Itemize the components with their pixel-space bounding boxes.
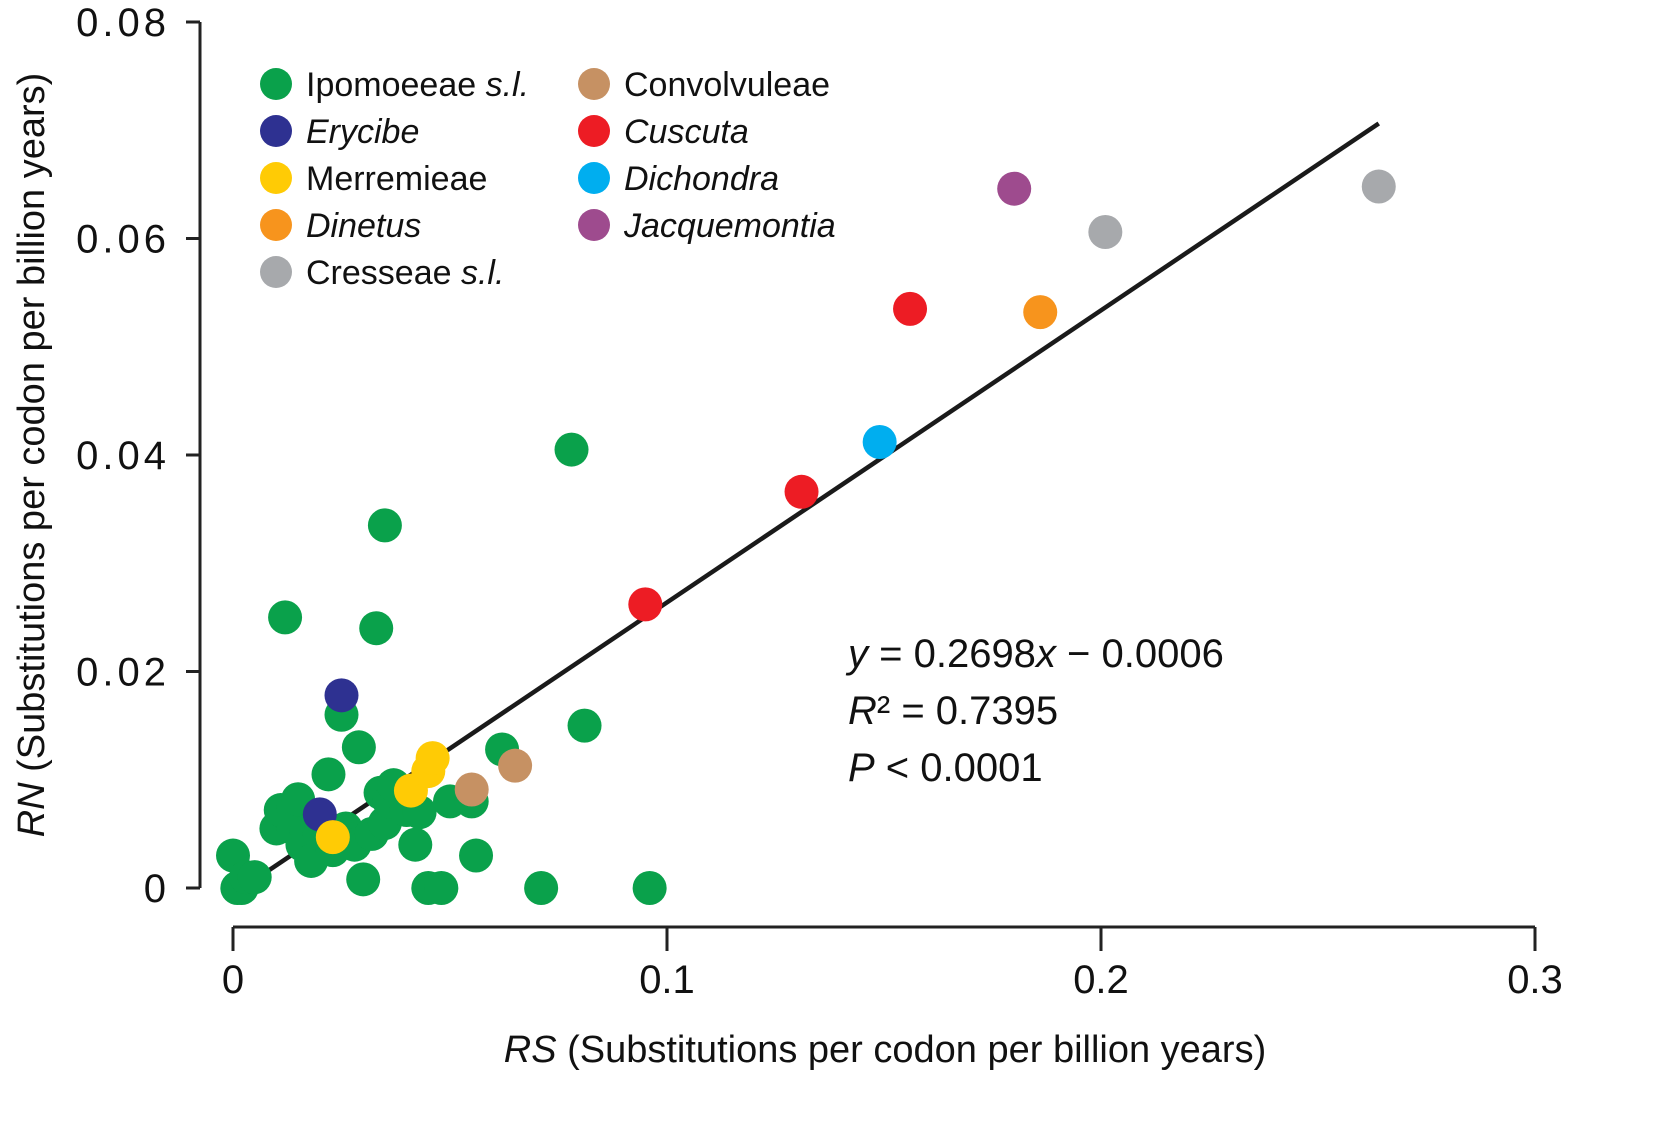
x-tick-label-0: 0	[222, 958, 244, 1002]
legend-name-ipomoeeae: Ipomoeeae	[306, 66, 476, 104]
y-tick-label-2: 0.04	[76, 434, 170, 478]
data-points	[216, 169, 1396, 905]
point-dinetus-0	[1023, 295, 1058, 330]
point-cuscuta-1	[784, 474, 819, 509]
x-tick-label-2: 0.2	[1073, 958, 1129, 1002]
equation-text: y = 0.2698x − 0.0006	[845, 632, 1224, 676]
x-ticks: 0 0.1 0.2 0.3	[222, 927, 1563, 1002]
x-tick-label-1: 0.1	[639, 958, 695, 1002]
legend-name-cuscuta: Cuscuta	[624, 113, 749, 151]
point-ipomoeeae-34	[424, 871, 459, 905]
legend-suffix-ipomoeeae: s.l.	[476, 66, 529, 104]
p-p: P	[848, 746, 875, 790]
r2-value: ² = 0.7395	[877, 689, 1058, 733]
y-axis-title: RN (Substitutions per codon per billion …	[11, 73, 53, 838]
legend-label-jacquemontia: Jacquemontia	[623, 207, 836, 245]
point-ipomoeeae-40	[554, 432, 589, 467]
point-cresseae-0	[1088, 215, 1123, 250]
point-convolvuleae-0	[454, 772, 489, 807]
x-axis-title-rest: (Substitutions per codon per billion yea…	[557, 1029, 1267, 1071]
x-axis-title-italic: RS	[504, 1029, 557, 1071]
eq-x: x	[1034, 632, 1058, 676]
point-cuscuta-0	[628, 587, 663, 622]
legend-name-erycibe: Erycibe	[306, 113, 419, 151]
legend-marker-cuscuta	[578, 115, 610, 147]
point-ipomoeeae-24	[359, 611, 394, 646]
y-axis-title-rest: (Substitutions per codon per billion yea…	[11, 73, 53, 783]
point-convolvuleae-1	[498, 748, 533, 783]
y-tick-label-1: 0.02	[76, 651, 170, 695]
point-ipomoeeae-31	[398, 827, 433, 862]
legend-name-dichondra: Dichondra	[624, 160, 779, 198]
legend-marker-merremieae	[260, 162, 292, 194]
legend-label-cuscuta: Cuscuta	[624, 113, 749, 151]
x-axis-title: RS (Substitutions per codon per billion …	[504, 1029, 1267, 1071]
point-ipomoeeae-37	[459, 838, 494, 873]
legend-label-dinetus: Dinetus	[306, 207, 421, 245]
x-tick-label-3: 0.3	[1507, 958, 1563, 1002]
eq-slope: = 0.2698	[868, 632, 1036, 676]
y-tick-label-3: 0.06	[76, 218, 170, 262]
point-ipomoeeae-7	[268, 600, 303, 635]
legend-marker-jacquemontia	[578, 209, 610, 241]
y-axis-title-italic: RN	[11, 782, 53, 837]
point-erycibe-1	[324, 678, 359, 713]
y-ticks: 0 0.02 0.04 0.06 0.08	[76, 1, 200, 911]
point-ipomoeeae-4	[237, 860, 272, 895]
point-ipomoeeae-22	[346, 862, 381, 897]
point-ipomoeeae-39	[524, 871, 559, 905]
regression-line	[262, 121, 1381, 876]
legend-name-dinetus: Dinetus	[306, 207, 421, 245]
legend-marker-dinetus	[260, 209, 292, 241]
legend-label-cresseae: Cresseae s.l.	[306, 254, 504, 292]
y-tick-label-0: 0	[144, 867, 170, 911]
p-text: P < 0.0001	[848, 746, 1043, 790]
point-dichondra-0	[862, 425, 897, 460]
legend-label-ipomoeeae: Ipomoeeae s.l.	[306, 66, 529, 104]
eq-intercept: − 0.0006	[1056, 632, 1224, 676]
legend-name-cresseae: Cresseae	[306, 254, 452, 292]
point-ipomoeeae-29	[367, 508, 402, 543]
point-jacquemontia-0	[997, 171, 1032, 206]
legend-marker-convolvuleae	[578, 68, 610, 100]
point-cuscuta-2	[893, 291, 928, 326]
legend-marker-dichondra	[578, 162, 610, 194]
legend-name-merremieae: Merremieae	[306, 160, 487, 198]
y-tick-label-4: 0.08	[76, 1, 170, 45]
legend-label-dichondra: Dichondra	[624, 160, 779, 198]
regression-annotation: y = 0.2698x − 0.0006 R² = 0.7395 P < 0.0…	[845, 632, 1224, 790]
legend-label-erycibe: Erycibe	[306, 113, 419, 151]
r2-r: R	[848, 689, 877, 733]
legend-marker-erycibe	[260, 115, 292, 147]
legend: Ipomoeeae s.l. Erycibe Merremieae Dinetus Cr…	[260, 66, 836, 292]
legend-suffix-cresseae: s.l.	[452, 254, 505, 292]
point-merremieae-0	[315, 820, 350, 855]
point-ipomoeeae-41	[567, 708, 602, 743]
point-merremieae-3	[415, 741, 450, 776]
point-ipomoeeae-42	[632, 871, 667, 905]
point-ipomoeeae-15	[311, 757, 346, 792]
legend-marker-ipomoeeae	[260, 68, 292, 100]
legend-marker-cresseae	[260, 256, 292, 288]
p-value: < 0.0001	[875, 746, 1043, 790]
legend-name-jacquemontia: Jacquemontia	[623, 207, 836, 245]
point-ipomoeeae-21	[341, 730, 376, 765]
legend-label-merremieae: Merremieae	[306, 160, 487, 198]
point-cresseae-1	[1361, 169, 1396, 204]
r2-text: R² = 0.7395	[848, 689, 1058, 733]
legend-label-convolvuleae: Convolvuleae	[624, 66, 830, 104]
eq-y: y	[845, 632, 871, 676]
legend-name-convolvuleae: Convolvuleae	[624, 66, 830, 104]
